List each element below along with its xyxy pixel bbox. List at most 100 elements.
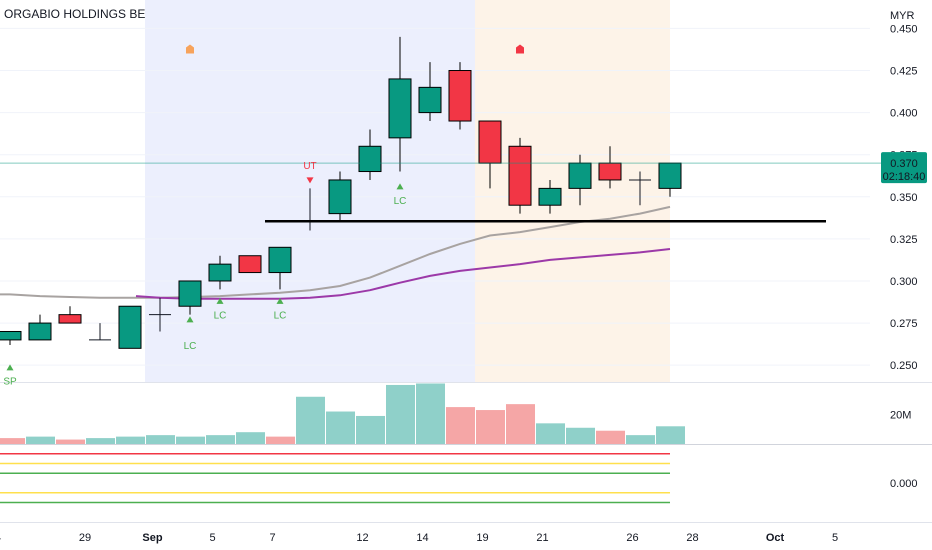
volume-bar bbox=[626, 435, 655, 444]
candle bbox=[178, 280, 202, 315]
signal-up-arrow bbox=[6, 364, 14, 371]
candle bbox=[629, 171, 651, 206]
signal-label: LC bbox=[274, 311, 287, 322]
candle-body bbox=[268, 246, 292, 274]
x-tick-label: 28 bbox=[686, 532, 698, 544]
y-tick-label: 0.250 bbox=[890, 360, 918, 372]
volume-bar bbox=[56, 439, 85, 444]
volume-bar bbox=[266, 436, 295, 444]
volume-bar bbox=[476, 410, 505, 444]
moving-average-gray bbox=[0, 205, 671, 299]
y-tick-label: 0.350 bbox=[890, 192, 918, 204]
candle-body bbox=[538, 187, 562, 206]
candle-body bbox=[358, 145, 382, 173]
volume-bar bbox=[176, 436, 205, 444]
x-tick-label: Sep bbox=[142, 532, 162, 544]
signal-label: SP bbox=[3, 376, 17, 387]
x-tick-label: 24 bbox=[0, 532, 1, 544]
volume-bar bbox=[536, 423, 565, 444]
volume-bar bbox=[236, 432, 265, 444]
candle-body bbox=[658, 162, 682, 189]
volume-bar bbox=[416, 383, 445, 444]
volume-bar bbox=[506, 404, 535, 444]
x-tick-label: 7 bbox=[269, 532, 275, 544]
volume-bar bbox=[566, 427, 595, 444]
y-tick-label: 0.400 bbox=[890, 108, 918, 120]
volume-bar bbox=[206, 435, 235, 444]
candle-body bbox=[238, 255, 262, 274]
volume-bar bbox=[146, 435, 175, 444]
candle-body bbox=[0, 330, 22, 341]
candle bbox=[388, 36, 412, 172]
volume-bar bbox=[86, 438, 115, 444]
y-tick-label: 0.300 bbox=[890, 276, 918, 288]
volume-bar bbox=[356, 415, 385, 444]
volume-bar bbox=[0, 438, 25, 444]
signal-pentagon-marker bbox=[516, 44, 524, 54]
x-tick-label: 29 bbox=[79, 532, 91, 544]
y-tick-label: 0.425 bbox=[890, 66, 918, 78]
candle-body bbox=[208, 263, 232, 282]
candle-body bbox=[118, 305, 142, 349]
last-price-badge bbox=[881, 152, 927, 184]
bar-countdown: 02:18:40 bbox=[883, 171, 926, 183]
candle bbox=[508, 137, 532, 214]
candle bbox=[478, 120, 502, 189]
volume-bar bbox=[446, 407, 475, 444]
highlight-zone-1 bbox=[475, 0, 670, 382]
candle-body bbox=[178, 280, 202, 307]
candle bbox=[328, 171, 352, 223]
candle bbox=[28, 314, 52, 341]
x-tick-label: 26 bbox=[626, 532, 638, 544]
signal-label: UT bbox=[303, 161, 316, 172]
signal-label: LC bbox=[394, 196, 407, 207]
y-axis-unit: MYR bbox=[890, 10, 915, 22]
signal-up-arrow bbox=[276, 297, 284, 304]
volume-bar bbox=[596, 430, 625, 444]
volume-bar bbox=[26, 436, 55, 444]
x-tick-label: Oct bbox=[766, 532, 785, 544]
candle bbox=[268, 246, 292, 290]
volume-bar bbox=[656, 426, 685, 444]
candle bbox=[538, 179, 562, 214]
candle-body bbox=[418, 86, 442, 114]
y-tick-label: 0.450 bbox=[890, 23, 918, 35]
y-tick-label: 0.275 bbox=[890, 318, 918, 330]
candle bbox=[208, 255, 232, 290]
signal-down-arrow bbox=[306, 177, 314, 184]
candle bbox=[0, 330, 22, 345]
candle-body bbox=[328, 179, 352, 215]
candle bbox=[238, 255, 262, 274]
candle bbox=[118, 305, 142, 349]
candle bbox=[448, 62, 472, 130]
candle-body bbox=[568, 162, 592, 189]
candle-body bbox=[28, 322, 52, 341]
volume-bar bbox=[386, 384, 415, 444]
last-price-value: 0.370 bbox=[890, 158, 918, 170]
x-tick-label: 14 bbox=[416, 532, 428, 544]
signal-up-arrow bbox=[396, 183, 404, 190]
candle-body bbox=[58, 314, 82, 324]
candle-body bbox=[388, 78, 412, 139]
candle-body bbox=[598, 162, 622, 181]
x-tick-label: 21 bbox=[536, 532, 548, 544]
candle bbox=[358, 129, 382, 180]
candle bbox=[58, 306, 82, 324]
signal-up-arrow bbox=[186, 316, 194, 323]
candle bbox=[418, 62, 442, 122]
x-tick-label: 12 bbox=[356, 532, 368, 544]
x-tick-label: 5 bbox=[209, 532, 215, 544]
candle bbox=[89, 323, 111, 341]
signal-label: LC bbox=[214, 311, 227, 322]
x-tick-label: 19 bbox=[476, 532, 488, 544]
candle-body bbox=[478, 120, 502, 164]
candle-body bbox=[448, 70, 472, 122]
x-tick-label: 5 bbox=[832, 532, 838, 544]
candle bbox=[149, 297, 171, 332]
y-tick-label: 0.325 bbox=[890, 234, 918, 246]
volume-bar bbox=[296, 396, 325, 444]
volume-bar bbox=[326, 411, 355, 444]
volume-bar bbox=[116, 436, 145, 444]
signal-pentagon-marker bbox=[186, 44, 194, 54]
